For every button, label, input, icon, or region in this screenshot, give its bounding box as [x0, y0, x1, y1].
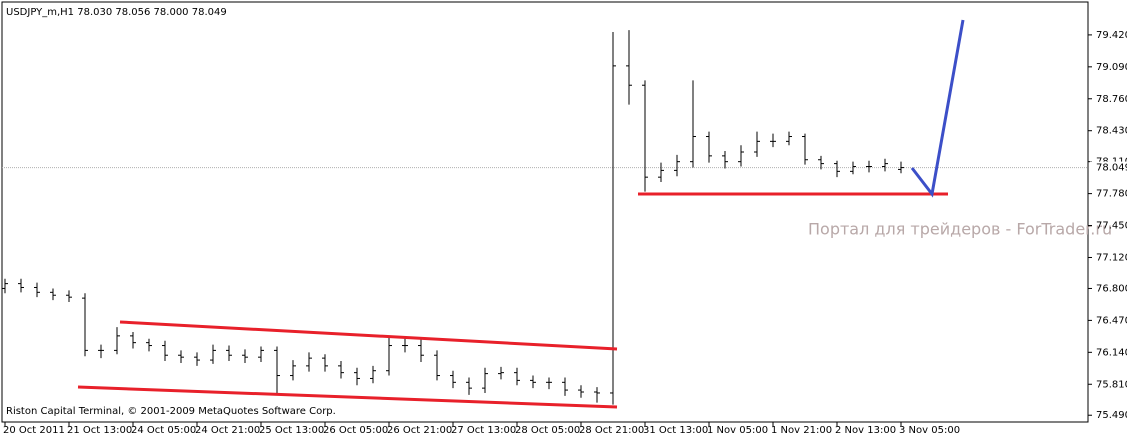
plot-frame: [1, 1, 1089, 423]
y-tick-label: 77.120: [1096, 252, 1127, 263]
x-tick-label: 24 Oct 05:00: [131, 425, 196, 436]
x-tick-label: 28 Oct 21:00: [579, 425, 644, 436]
y-tick-label: 76.800: [1096, 283, 1127, 294]
x-tick-label: 1 Nov 21:00: [771, 425, 832, 436]
footer: Riston Capital Terminal, © 2001-2009 Met…: [6, 406, 336, 417]
y-tick-label: 77.450: [1096, 221, 1127, 232]
x-tick-label: 26 Oct 05:00: [323, 425, 388, 436]
watermark: Портал для трейдеров - ForTrader.ru: [808, 220, 1112, 239]
y-tick-label: 78.760: [1096, 94, 1127, 105]
x-tick-label: 25 Oct 13:00: [259, 425, 324, 436]
y-tick-label: 76.140: [1096, 347, 1127, 358]
x-tick-label: 2 Nov 13:00: [835, 425, 896, 436]
forecast-line: [910, 19, 965, 198]
x-tick-label: 1 Nov 05:00: [707, 425, 768, 436]
y-tick-label: 78.430: [1096, 126, 1127, 137]
drawings: [77, 19, 965, 409]
y-tick-label: 79.420: [1096, 30, 1127, 41]
y-tick-label: 75.810: [1096, 379, 1127, 390]
x-tick-label: 28 Oct 05:00: [515, 425, 580, 436]
current-price-box: [1090, 161, 1127, 174]
trendline: [77, 385, 618, 409]
x-tick-label: 26 Oct 21:00: [387, 425, 452, 436]
x-tick-label: 20 Oct 2011: [3, 425, 65, 436]
trendline: [119, 320, 618, 351]
x-tick-label: 3 Nov 05:00: [899, 425, 960, 436]
current-price-label: 78.049: [1096, 163, 1127, 174]
y-tick-label: 75.490: [1096, 410, 1127, 421]
x-tick-label: 31 Oct 13:00: [643, 425, 708, 436]
x-tick-label: 21 Oct 13:00: [67, 425, 132, 436]
x-tick-label: 27 Oct 13:00: [451, 425, 516, 436]
y-tick-label: 79.090: [1096, 62, 1127, 73]
y-tick-label: 77.780: [1096, 189, 1127, 200]
x-tick-label: 24 Oct 21:00: [195, 425, 260, 436]
y-tick-label: 76.470: [1096, 315, 1127, 326]
chart-title: USDJPY_m,H1 78.030 78.056 78.000 78.049: [6, 7, 227, 18]
